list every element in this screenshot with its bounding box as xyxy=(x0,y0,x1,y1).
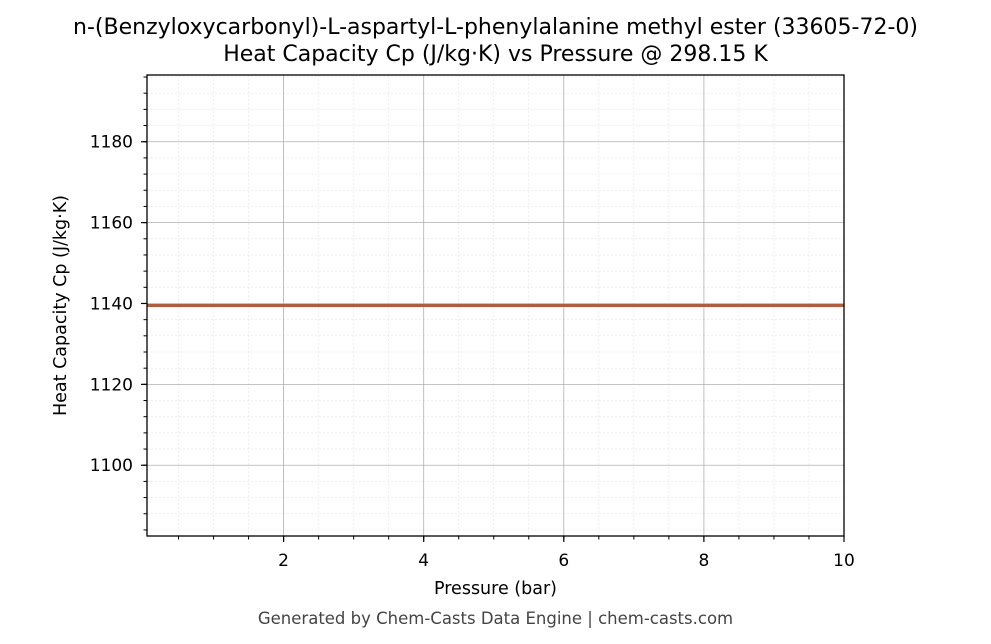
y-tick-label: 1120 xyxy=(90,375,133,395)
y-tick-labels: 1100 1120 1140 1160 1180 xyxy=(90,133,133,477)
y-axis-label: Heat Capacity Cp (J/kg·K) xyxy=(51,195,71,416)
x-tick-label: 2 xyxy=(278,551,289,571)
axis-ticks xyxy=(141,76,845,542)
x-tick-label: 8 xyxy=(698,551,709,571)
y-tick-label: 1100 xyxy=(90,456,133,476)
chart-title: n-(Benzyloxycarbonyl)-L-aspartyl-L-pheny… xyxy=(73,15,918,40)
x-tick-label: 6 xyxy=(558,551,569,571)
y-tick-label: 1160 xyxy=(90,214,133,234)
x-axis-label: Pressure (bar) xyxy=(434,579,557,599)
footer-credit: Generated by Chem-Casts Data Engine | ch… xyxy=(258,609,733,628)
plot-frame xyxy=(146,74,845,537)
chart-subtitle: Heat Capacity Cp (J/kg·K) vs Pressure @ … xyxy=(223,42,768,67)
y-tick-label: 1140 xyxy=(90,294,133,314)
x-tick-labels: 2 4 6 8 10 xyxy=(278,551,855,571)
x-tick-label: 4 xyxy=(418,551,429,571)
x-tick-label: 10 xyxy=(833,551,855,571)
y-tick-label: 1180 xyxy=(90,133,133,153)
